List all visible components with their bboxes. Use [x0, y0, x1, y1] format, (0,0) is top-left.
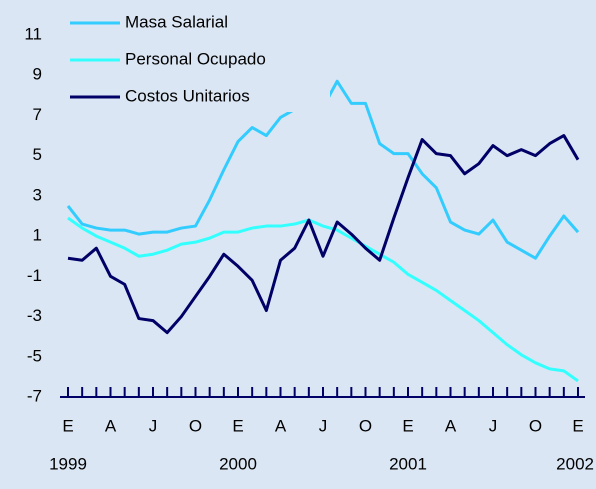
x-tick-label: E: [62, 416, 73, 435]
y-tick-label: 7: [33, 105, 42, 124]
x-tick-label: E: [402, 416, 413, 435]
legend-label: Costos Unitarios: [125, 86, 250, 105]
x-tick-label: J: [319, 416, 328, 435]
year-label: 2000: [219, 454, 257, 473]
series-line: [67, 216, 579, 383]
x-tick-label: E: [572, 416, 583, 435]
x-tick-label: O: [189, 416, 202, 435]
y-tick-label: 1: [33, 226, 42, 245]
y-tick-label: -3: [27, 306, 42, 325]
x-tick-label: J: [489, 416, 498, 435]
x-tick-label: O: [359, 416, 372, 435]
x-tick-label: J: [149, 416, 158, 435]
y-tick-label: 3: [33, 185, 42, 204]
legend-label: Personal Ocupado: [125, 49, 266, 68]
y-tick-label: -5: [27, 346, 42, 365]
year-label: 2002: [556, 454, 594, 473]
x-tick-label: O: [529, 416, 542, 435]
y-tick-label: 9: [33, 65, 42, 84]
y-tick-label: 11: [24, 24, 42, 43]
series-line: [67, 134, 580, 335]
year-label: 2001: [389, 454, 427, 473]
y-tick-label: -1: [27, 266, 42, 285]
legend-label: Masa Salarial: [125, 12, 228, 31]
y-tick-label: -7: [27, 386, 42, 405]
x-tick-label: A: [275, 416, 287, 435]
year-label: 1999: [49, 454, 87, 473]
x-tick-label: A: [445, 416, 457, 435]
y-tick-label: 5: [33, 145, 42, 164]
x-tick-label: A: [105, 416, 117, 435]
x-tick-label: E: [232, 416, 243, 435]
